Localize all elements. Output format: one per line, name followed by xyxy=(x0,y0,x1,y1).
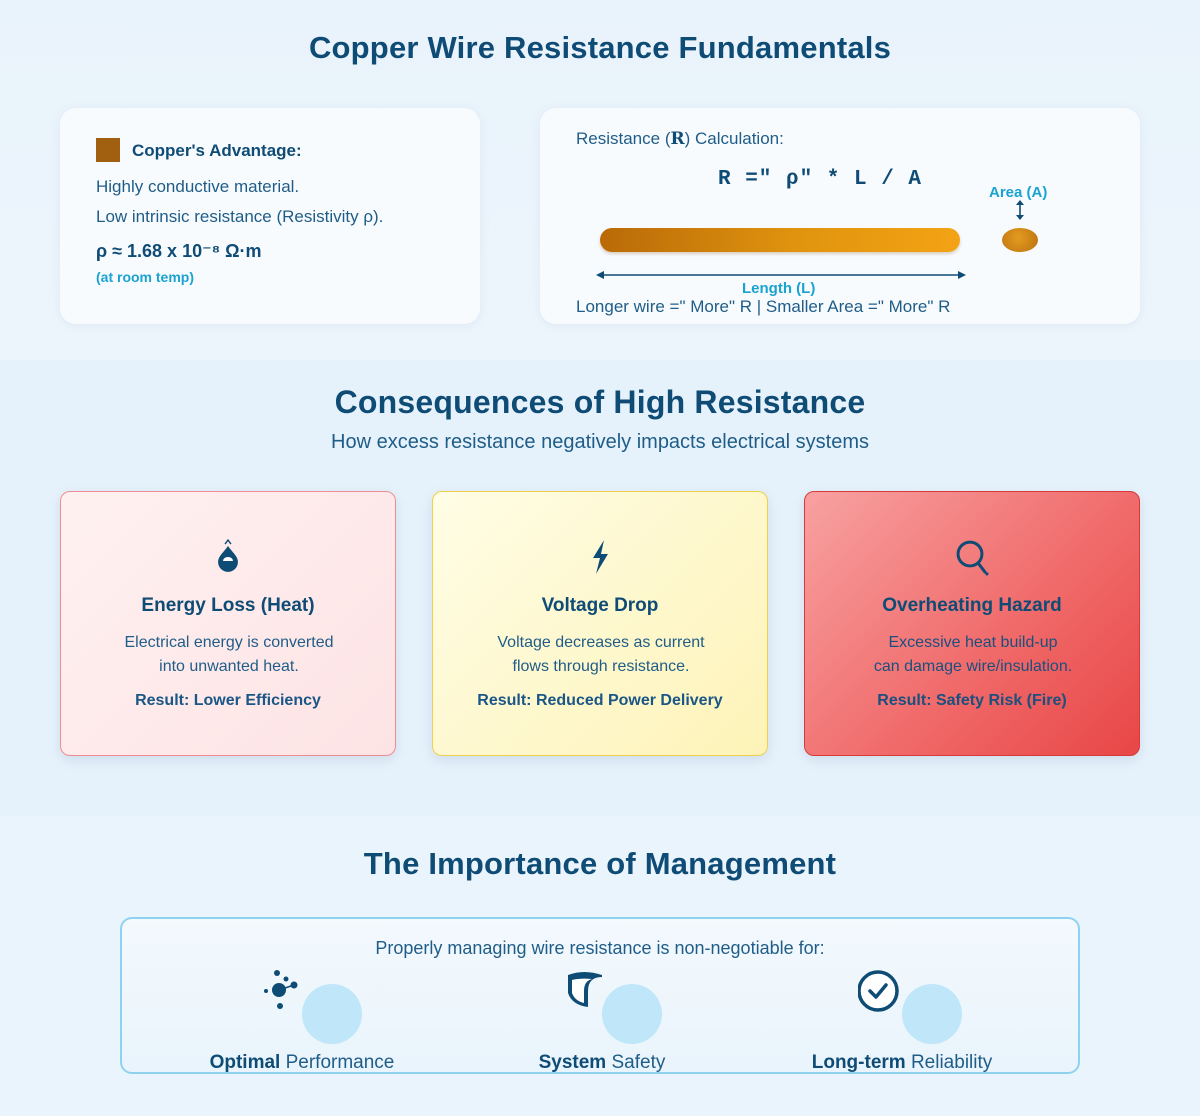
calc-heading-symbol: R xyxy=(670,129,685,149)
overheating-hazard-card: Overheating Hazard Excessive heat build-… xyxy=(804,491,1140,756)
management-lead: Properly managing wire resistance is non… xyxy=(375,938,825,958)
voltage-drop-title: Voltage Drop xyxy=(541,595,659,616)
voltage-drop-card: Voltage Drop Voltage decreases as curren… xyxy=(432,491,768,756)
overheating-result: Result: Safety Risk (Fire) xyxy=(877,692,1067,709)
length-label: Length (L) xyxy=(742,280,816,297)
energy-loss-desc-2: into unwanted heat. xyxy=(159,658,299,675)
overheating-desc: Excessive heat build-up can damage wire/… xyxy=(825,631,1121,679)
pillar-circle xyxy=(902,984,962,1044)
pillar-reliability-label: Long-term Reliability xyxy=(752,1052,1052,1074)
fundamentals-title: Copper Wire Resistance Fundamentals xyxy=(308,30,892,65)
pillar-circle xyxy=(302,984,362,1044)
voltage-drop-desc-1: Voltage decreases as current xyxy=(497,634,705,651)
shield-icon xyxy=(568,972,602,1007)
calculation-footer: Longer wire =" More" R | Smaller Area ="… xyxy=(576,297,951,316)
droplet-icon xyxy=(218,538,238,572)
copper-heading: Copper's Advantage: xyxy=(132,141,302,160)
lightning-icon xyxy=(593,540,608,574)
overheating-title: Overheating Hazard xyxy=(882,595,1062,616)
pillar-bold: Long-term xyxy=(811,1052,906,1073)
area-arrow-icon xyxy=(1016,200,1024,220)
pillar-rest: Performance xyxy=(285,1052,395,1073)
consequences-title: Consequences of High Resistance xyxy=(334,384,866,420)
consequences-subtitle: How excess resistance negatively impacts… xyxy=(331,431,869,453)
overheating-desc-2: can damage wire/insulation. xyxy=(873,658,1073,675)
resistance-formula: R =" ρ" * L / A xyxy=(717,168,923,191)
energy-loss-desc-1: Electrical energy is converted xyxy=(124,634,334,651)
magnifier-icon xyxy=(956,540,989,576)
copper-line-2: Low intrinsic resistance (Resistivity ρ)… xyxy=(96,207,384,226)
resistivity-note: (at room temp) xyxy=(96,269,194,285)
pillar-performance: Optimal Performance xyxy=(152,969,452,1074)
copper-swatch xyxy=(96,138,120,162)
calc-heading-pre: Resistance ( xyxy=(576,129,671,148)
pillar-rest: Safety xyxy=(611,1052,666,1073)
length-arrow-icon xyxy=(596,271,966,279)
pillar-reliability: Long-term Reliability xyxy=(752,969,1052,1074)
copper-advantage-card: Copper's Advantage: Highly conductive ma… xyxy=(60,108,480,324)
voltage-drop-desc: Voltage decreases as current flows throu… xyxy=(453,631,749,679)
copper-line-1: Highly conductive material. xyxy=(96,177,300,196)
area-label: Area (A) xyxy=(989,184,1048,201)
pillar-safety-label: System Safety xyxy=(452,1052,752,1074)
overheating-desc-1: Excessive heat build-up xyxy=(888,634,1058,651)
pillar-performance-label: Optimal Performance xyxy=(152,1052,452,1074)
pillar-safety: System Safety xyxy=(452,969,752,1074)
pillar-rest: Reliability xyxy=(910,1052,993,1073)
voltage-drop-desc-2: flows through resistance. xyxy=(512,658,690,675)
calculation-heading: Resistance (R) Calculation: xyxy=(576,129,784,149)
wire-cross-section xyxy=(1002,228,1038,252)
pillar-bold: System xyxy=(538,1052,607,1073)
voltage-drop-result: Result: Reduced Power Delivery xyxy=(477,692,723,709)
energy-loss-result: Result: Lower Efficiency xyxy=(135,692,321,709)
calc-heading-post: ) Calculation: xyxy=(684,129,784,148)
pillar-circle xyxy=(602,984,662,1044)
resistance-calculation-card: Resistance (R) Calculation: R =" ρ" * L … xyxy=(540,108,1140,324)
resistivity-value: ρ ≈ 1.68 x 10⁻⁸ Ω·m xyxy=(96,241,262,261)
molecule-icon xyxy=(264,970,298,1009)
energy-loss-desc: Electrical energy is converted into unwa… xyxy=(81,631,377,679)
energy-loss-title: Energy Loss (Heat) xyxy=(141,595,315,616)
energy-loss-card: Energy Loss (Heat) Electrical energy is … xyxy=(60,491,396,756)
check-circle-icon xyxy=(858,970,899,1012)
management-title: The Importance of Management xyxy=(363,846,837,881)
pillar-bold: Optimal xyxy=(209,1052,281,1073)
copper-wire xyxy=(600,228,960,252)
management-box: Properly managing wire resistance is non… xyxy=(120,917,1080,1074)
